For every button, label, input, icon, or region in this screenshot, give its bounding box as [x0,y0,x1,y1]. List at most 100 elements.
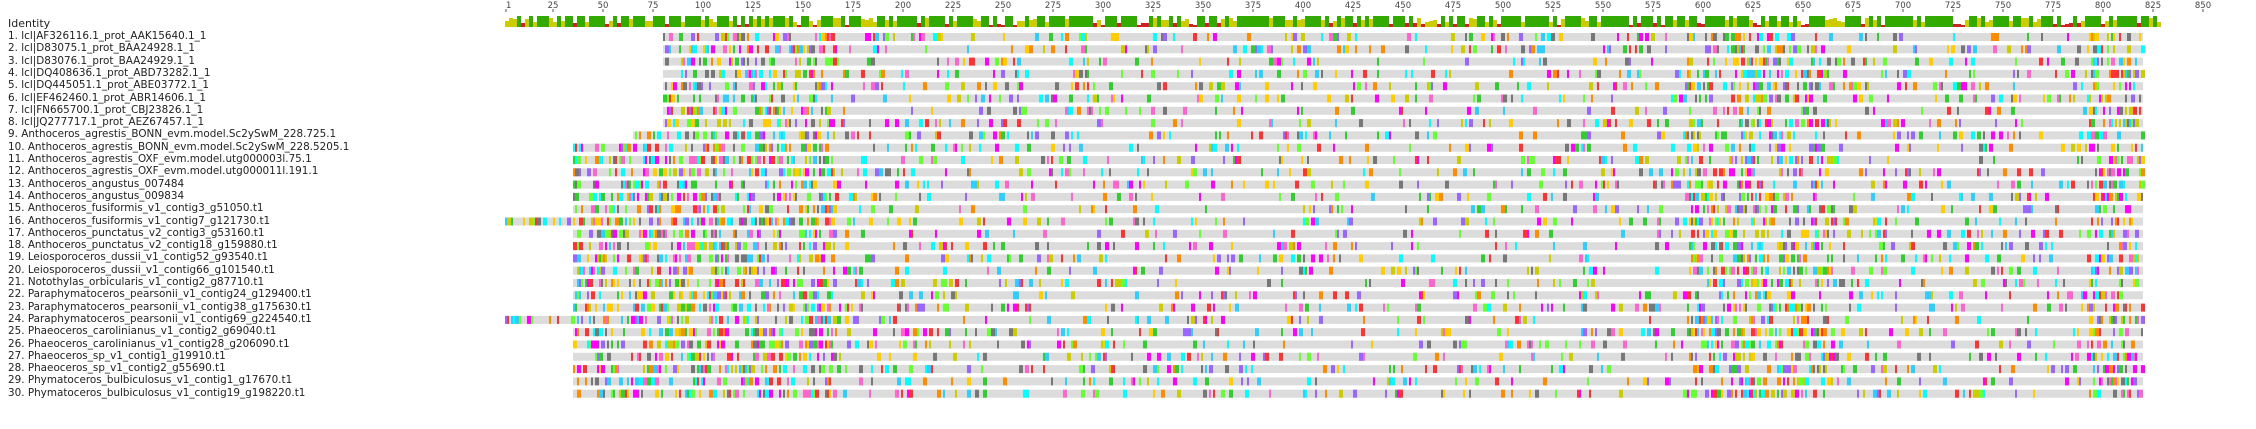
sequence-track[interactable] [663,119,2143,128]
sequence-track[interactable] [573,279,2143,287]
identity-bar [737,25,741,27]
sequence-track[interactable] [573,352,2143,361]
residue-block [949,340,951,349]
sequence-name[interactable]: 13. Anthoceros_angustus_007484 [8,177,185,190]
residue-block [2095,352,2097,361]
sequence-track[interactable] [573,242,2143,251]
sequence-name[interactable]: 17. Anthoceros_punctatus_v2_contig3_g531… [8,226,265,239]
sequence-name[interactable]: 28. Phaeoceros_sp_v1_contig2_g55690.t1 [8,362,226,375]
residue-block [685,254,687,263]
residue-block [1759,192,1761,201]
sequence-track[interactable] [573,156,2145,164]
sequence-name[interactable]: 22. Paraphymatoceros_pearsonii_v1_contig… [8,288,312,301]
sequence-name[interactable]: 21. Notothylas_orbicularis_v1_contig2_g8… [8,276,265,288]
sequence-name[interactable]: 16. Anthoceros_fusiformis_v1_contig7_g12… [8,214,271,227]
sequence-track[interactable] [633,131,2145,140]
sequence-name[interactable]: 24. Paraphymatoceros_pearsonii_v1_contig… [8,312,312,325]
residue-block [889,168,891,177]
residue-block [659,205,661,214]
residue-block [809,94,813,103]
sequence-track[interactable] [573,254,2143,263]
residue-block [2111,168,2115,177]
sequence-name[interactable]: 12. Anthoceros_agrestis_OXF_evm.model.ut… [8,165,319,178]
sequence-track[interactable] [573,266,2143,275]
sequence-track[interactable] [573,328,2143,337]
sequence-track[interactable] [573,291,2143,300]
sequence-track[interactable] [573,229,2143,238]
residue-block [1873,57,1875,66]
residue-block [965,192,967,201]
residue-block [953,352,957,361]
sequence-name[interactable]: 18. Anthoceros_punctatus_v2_contig18_g15… [8,239,278,252]
sequence-track[interactable] [573,365,2145,374]
sequence-track[interactable] [505,217,2143,226]
sequence-track[interactable] [573,340,2143,349]
sequence-track[interactable] [573,180,2145,189]
sequence-track[interactable] [663,106,2143,115]
identity-bar [1033,19,1037,27]
sequence-track[interactable] [505,315,2145,324]
sequence-name[interactable]: 27. Phaeoceros_sp_v1_contig1_g19910.t1 [8,349,226,362]
sequence-track[interactable] [573,389,2143,398]
sequence-name[interactable]: 26. Phaeoceros_carolinianus_v1_contig28_… [8,337,290,350]
sequence-name[interactable]: 10. Anthoceros_agrestis_BONN_evm.model.S… [8,140,350,153]
sequence-name[interactable]: 1. lcl|AF326116.1_prot_AAK15640.1_1 [8,30,207,42]
identity-bar [2109,16,2113,27]
residue-block [1259,69,1263,78]
sequence-track[interactable] [663,45,2145,54]
sequence-name[interactable]: 5. lcl|DQ445051.1_prot_ABE03772.1_1 [8,79,209,92]
residue-block [1813,180,1815,189]
residue-block [1777,156,1779,164]
sequence-track[interactable] [663,33,2143,41]
sequence-name[interactable]: 2. lcl|D83075.1_prot_BAA24928.1_1 [8,42,196,55]
residue-block [1623,45,1627,54]
sequence-track[interactable] [663,69,2145,78]
sequence-track[interactable] [663,57,2143,66]
residue-block [707,352,709,361]
sequence-name[interactable]: 14. Anthoceros_angustus_009834 [8,189,185,202]
residue-block [1067,156,1071,164]
sequence-name[interactable]: 3. lcl|D83076.1_prot_BAA24929.1_1 [8,54,196,67]
sequence-track[interactable] [573,192,2143,201]
alignment-svg[interactable] [505,32,2256,429]
alignment-panel[interactable] [505,32,2256,429]
sequence-name[interactable]: 30. Phymatoceros_bulbiculosus_v1_contig1… [8,386,306,399]
residue-block [847,340,851,349]
sequence-name[interactable]: 20. Leiosporoceros_dussii_v1_contig66_g1… [8,263,275,276]
residue-block [1819,82,1821,91]
residue-block [2097,315,2099,324]
sequence-name[interactable]: 9. Anthoceros_agrestis_BONN_evm.model.Sc… [8,128,337,141]
residue-block [1505,242,1507,251]
residue-block [585,303,587,312]
sequence-name[interactable]: 29. Phymatoceros_bulbiculosus_v1_contig1… [8,374,293,387]
sequence-name[interactable]: 25. Phaeoceros_carolinianus_v1_contig2_g… [8,325,277,338]
sequence-name[interactable]: 4. lcl|DQ408636.1_prot_ABD73282.1_1 [8,66,211,79]
sequence-name[interactable]: 19. Leiosporoceros_dussii_v1_contig52_g9… [8,251,269,264]
sequence-name[interactable]: 7. lcl|FN665700.1_prot_CBJ23826.1_1 [8,103,204,116]
residue-block [1109,217,1113,226]
sequence-track[interactable] [573,303,2145,312]
sequence-name[interactable]: 11. Anthoceros_agrestis_OXF_evm.model.ut… [8,153,312,165]
sequence-track[interactable] [573,168,2145,177]
sequence-track[interactable] [663,82,2143,91]
residue-block [1885,377,1887,386]
sequence-track[interactable] [573,377,2143,386]
residue-block [1311,254,1315,263]
residue-block [761,168,765,177]
residue-block [725,156,729,164]
residue-block [1105,303,1107,312]
residue-block [601,192,605,201]
sequence-name[interactable]: 23. Paraphymatoceros_pearsonii_v1_contig… [8,300,312,313]
sequence-name[interactable]: 8. lcl|JQ277717.1_prot_AEZ67457.1_1 [8,116,205,129]
residue-block [1211,180,1215,189]
residue-block [1997,106,2001,115]
residue-block [2135,254,2137,263]
sequence-track[interactable] [573,205,2143,214]
sequence-name[interactable]: 6. lcl|EF462460.1_prot_ABR14606.1_1 [8,91,207,104]
residue-block [1795,242,1799,251]
sequence-track[interactable] [663,94,2143,103]
sequence-name[interactable]: 15. Anthoceros_fusiformis_v1_contig3_g51… [8,202,264,215]
sequence-track[interactable] [573,143,2143,152]
residue-block [1013,303,1017,312]
identity-bar [1829,19,1833,27]
